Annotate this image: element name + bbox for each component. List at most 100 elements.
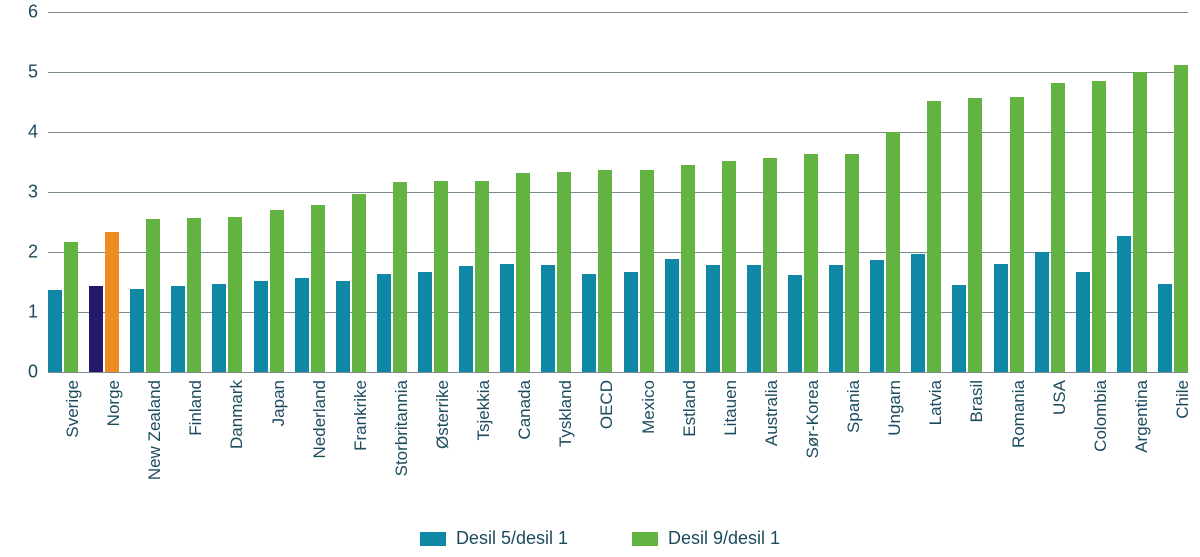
y-tick-label: 2 [0,242,38,263]
x-axis-labels: SverigeNorgeNew ZealandFinlandDanmarkJap… [48,376,1188,516]
bar [624,272,638,372]
category-group [665,165,695,372]
category-group [911,101,941,372]
x-tick-label: Mexico [639,380,659,434]
bar [171,286,185,372]
bar [228,217,242,372]
x-tick-label: Estland [680,380,700,437]
bar [1010,97,1024,372]
category-group [48,242,78,372]
bar [270,210,284,372]
x-tick-label: New Zealand [145,380,165,480]
category-group [254,210,284,372]
bar [968,98,982,372]
gridline [48,372,1188,373]
category-group [1117,72,1147,372]
category-group [994,97,1024,372]
x-tick-label: Tyskland [556,380,576,447]
bar [845,154,859,372]
category-group [500,173,530,372]
y-tick-label: 6 [0,2,38,23]
x-tick-label: Canada [515,380,535,440]
category-group [952,98,982,372]
bar [994,264,1008,372]
bar [952,285,966,372]
bar [459,266,473,372]
category-group [418,181,448,372]
bar [582,274,596,372]
y-tick-label: 1 [0,302,38,323]
x-tick-label: Romania [1009,380,1029,448]
bar [89,286,103,372]
bar [788,275,802,372]
category-group [624,170,654,372]
x-tick-label: OECD [597,380,617,429]
x-tick-label: Spania [844,380,864,433]
legend-item-series-1: Desil 5/desil 1 [420,528,568,549]
bar [722,161,736,372]
category-group [541,172,571,372]
bar [130,289,144,372]
bar [681,165,695,372]
x-tick-label: Frankrike [351,380,371,451]
x-tick-label: Norge [104,380,124,426]
x-tick-label: Colombia [1091,380,1111,452]
bar [1076,272,1090,372]
bar [640,170,654,372]
bar [1092,81,1106,372]
x-tick-label: Latvia [926,380,946,425]
bar [911,254,925,372]
bar [747,265,761,372]
x-tick-label: Australia [762,380,782,446]
category-group [1076,81,1106,372]
x-tick-label: Storbritannia [392,380,412,476]
bar [48,290,62,372]
bar [434,181,448,372]
legend-swatch-series-1 [420,532,446,546]
bar [557,172,571,372]
x-tick-label: USA [1050,380,1070,415]
bars-container [48,12,1188,372]
x-tick-label: Tsjekkia [474,380,494,440]
bar [64,242,78,372]
category-group [706,161,736,372]
y-tick-label: 5 [0,62,38,83]
bar [541,265,555,372]
bar [598,170,612,372]
legend-swatch-series-2 [632,532,658,546]
x-tick-label: Litauen [721,380,741,436]
category-group [171,218,201,372]
category-group [1158,65,1188,372]
x-tick-label: Chile [1173,380,1193,419]
x-tick-label: Sverige [63,380,83,438]
legend-label-series-2: Desil 9/desil 1 [668,528,780,549]
bar [516,173,530,372]
legend: Desil 5/desil 1 Desil 9/desil 1 [0,528,1200,549]
category-group [377,182,407,372]
category-group [1035,83,1065,372]
category-group [130,219,160,372]
bar [254,281,268,372]
bar [352,194,366,372]
bar [336,281,350,372]
bar [1117,236,1131,372]
x-tick-label: Japan [269,380,289,426]
bar [146,219,160,372]
bar [1051,83,1065,372]
x-tick-label: Danmark [227,380,247,449]
bar [706,265,720,372]
bar [475,181,489,372]
category-group [89,232,119,372]
x-tick-label: Ungarn [885,380,905,436]
x-tick-label: Sør-Korea [803,380,823,458]
bar [418,272,432,372]
category-group [829,154,859,372]
legend-item-series-2: Desil 9/desil 1 [632,528,780,549]
bar [870,260,884,372]
bar [105,232,119,372]
bar [804,154,818,372]
y-tick-label: 3 [0,182,38,203]
category-group [870,132,900,372]
bar [763,158,777,372]
x-tick-label: Østerrike [433,380,453,449]
